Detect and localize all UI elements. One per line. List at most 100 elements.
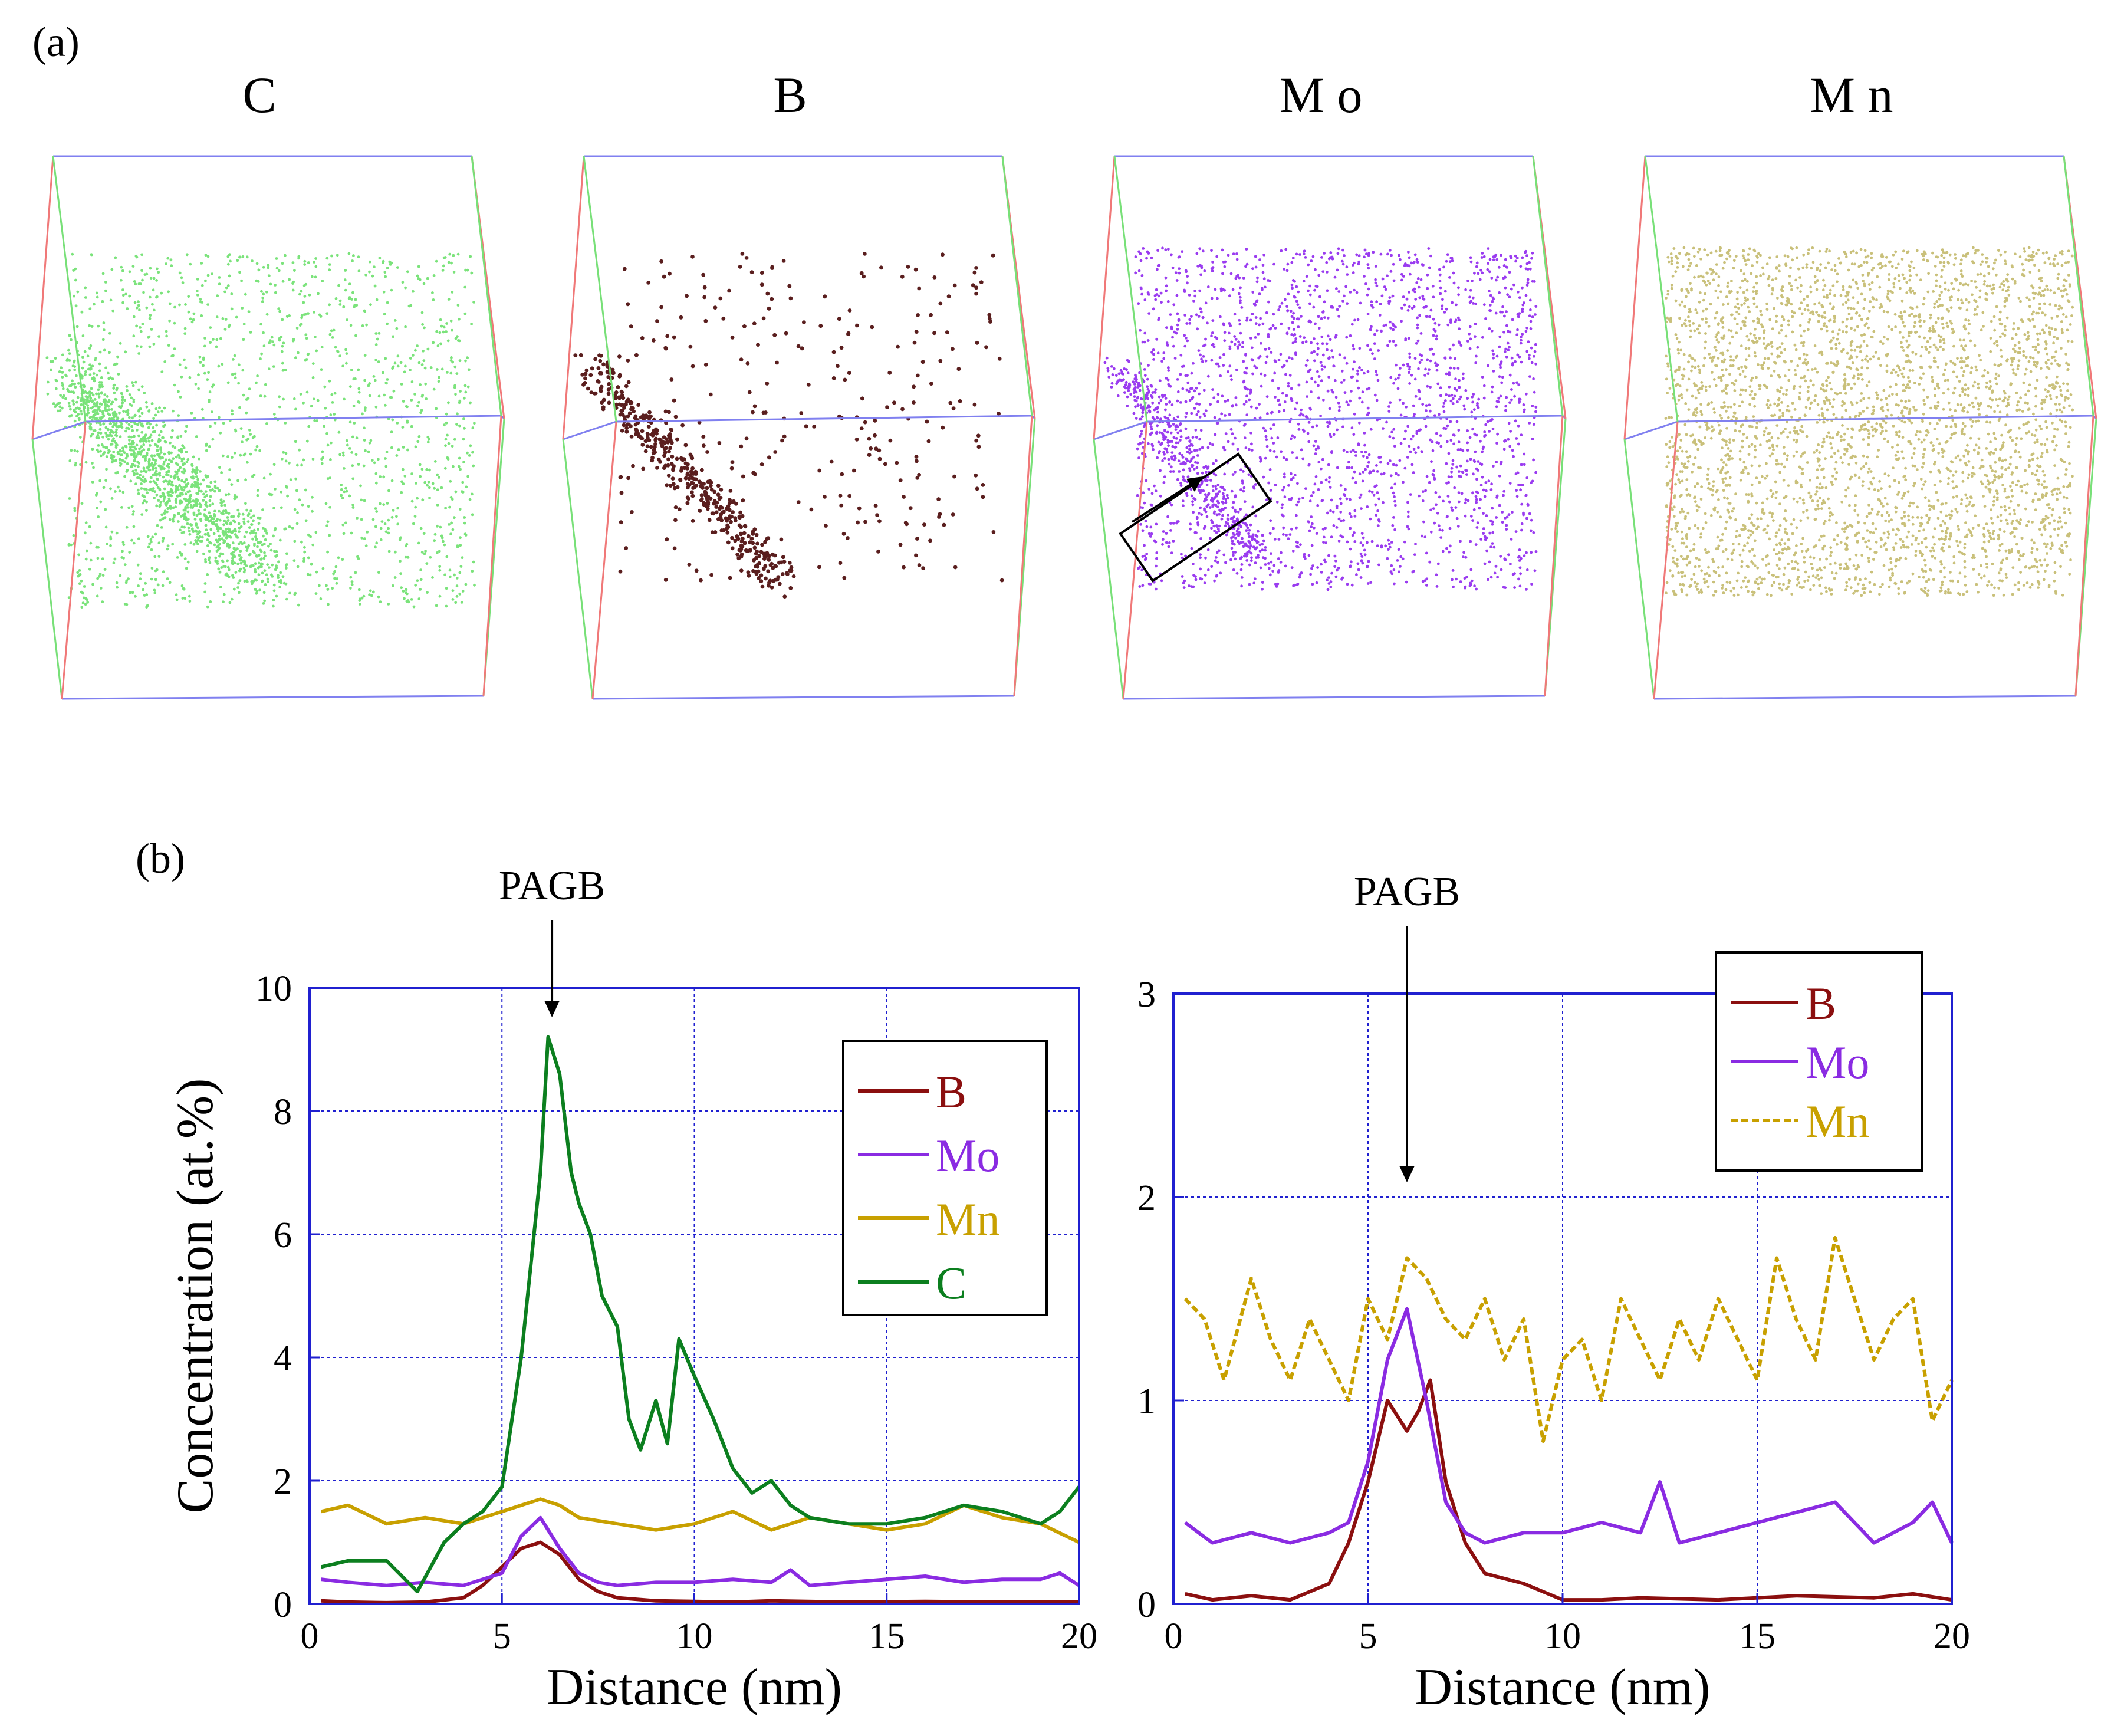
atom-point (314, 592, 318, 595)
atom-point (136, 488, 140, 492)
atom-point (180, 276, 183, 280)
atom-point (315, 570, 318, 574)
atom-point (1150, 428, 1153, 431)
atom-point (1455, 517, 1459, 520)
atom-point (626, 380, 631, 384)
atom-point (134, 413, 137, 417)
atom-point (1203, 269, 1206, 272)
atom-point (314, 336, 317, 338)
atom-point (932, 331, 936, 336)
atom-point (1176, 415, 1179, 419)
atom-point (389, 263, 392, 266)
atom-point (401, 426, 405, 429)
atom-point (384, 530, 388, 534)
atom-point (1459, 464, 1462, 468)
atom-point (420, 468, 424, 471)
atom-point (646, 425, 651, 429)
atom-point (206, 378, 209, 382)
atom-point (149, 267, 152, 270)
atom-point (1474, 335, 1477, 338)
atom-point (1406, 525, 1409, 528)
atom-point (1137, 456, 1140, 459)
atom-point (182, 587, 186, 591)
atom-point (241, 255, 245, 258)
atom-point (196, 278, 199, 281)
atom-point (196, 499, 199, 502)
atom-point (255, 590, 259, 593)
atom-point (75, 325, 79, 328)
atom-point (184, 430, 187, 433)
atom-point (1493, 571, 1497, 575)
atom-point (402, 482, 405, 485)
atom-point (150, 455, 153, 458)
atom-point (1198, 247, 1202, 251)
atom-point (203, 371, 206, 375)
atom-point (354, 298, 357, 301)
atom-point (131, 469, 135, 473)
atom-point (112, 437, 116, 440)
atom-point (94, 359, 97, 361)
atom-point (85, 413, 88, 416)
atom-point (1139, 522, 1143, 526)
atom-point (311, 543, 315, 547)
atom-point (1341, 425, 1344, 429)
atom-point (1448, 527, 1452, 530)
atom-point (346, 318, 348, 321)
atom-point (421, 498, 425, 502)
atom-point (1156, 351, 1160, 355)
atom-point (152, 487, 155, 490)
atom-point (329, 413, 333, 416)
atom-point (751, 471, 756, 475)
atom-point (444, 507, 447, 510)
atom-point (295, 463, 299, 467)
atom-point (1472, 408, 1476, 411)
atom-point (390, 515, 394, 519)
atom-point (420, 394, 424, 398)
atom-point (92, 429, 96, 433)
atom-point (390, 288, 393, 292)
atom-point (406, 421, 409, 424)
atom-point (149, 444, 152, 447)
atom-point (754, 555, 758, 560)
atom-point (1283, 400, 1287, 403)
atom-point (147, 448, 150, 452)
atom-point (414, 348, 417, 352)
atom-point (614, 390, 619, 394)
atom-point (349, 576, 353, 579)
atom-point (746, 570, 751, 575)
atom-point (236, 536, 239, 539)
atom-point (690, 364, 695, 369)
atom-point (155, 493, 159, 497)
atom-point (379, 502, 382, 505)
atom-point (1360, 369, 1363, 372)
atom-point (137, 300, 140, 304)
atom-point (232, 587, 236, 591)
atom-point (1297, 326, 1300, 328)
atom-point (462, 438, 465, 441)
atom-point (212, 338, 215, 341)
atom-point (365, 323, 368, 327)
atom-point (76, 396, 80, 399)
atom-point (1479, 268, 1483, 272)
atom-point (975, 340, 979, 345)
atom-point (109, 422, 113, 425)
atom-point (1226, 517, 1229, 521)
atom-point (84, 373, 87, 377)
atom-point (185, 461, 189, 463)
atom-point (1123, 391, 1126, 394)
atom-point (144, 479, 147, 483)
atom-point (144, 581, 147, 585)
atom-point (376, 337, 379, 341)
atom-point (912, 384, 916, 389)
atom-point (203, 508, 207, 512)
atom-point (1313, 482, 1317, 486)
atom-point (1161, 246, 1164, 250)
atom-point (1322, 399, 1325, 402)
atom-point (1316, 342, 1319, 346)
atom-point (914, 455, 919, 459)
atom-point (268, 566, 271, 569)
atom-point (264, 583, 267, 586)
atom-point (1165, 284, 1168, 288)
atom-point (1195, 386, 1198, 390)
atom-point (435, 604, 438, 607)
